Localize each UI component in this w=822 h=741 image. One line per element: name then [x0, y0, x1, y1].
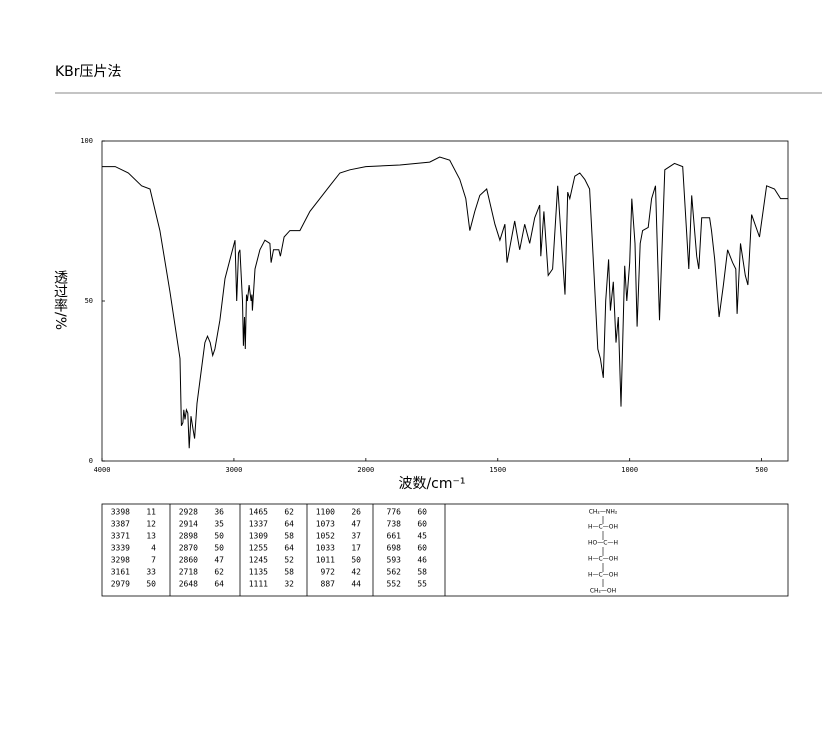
peak-transmittance: 64 — [214, 580, 224, 589]
peak-transmittance: 60 — [417, 520, 427, 529]
peak-wavenumber: 2979 — [111, 580, 130, 589]
peak-transmittance: 55 — [417, 580, 427, 589]
peak-transmittance: 60 — [417, 544, 427, 553]
peak-transmittance: 17 — [351, 544, 361, 553]
peak-wavenumber: 1073 — [316, 520, 335, 529]
y-axis-label: 透过率/% — [52, 270, 68, 330]
structure-line: HO—C—H — [588, 540, 618, 547]
peak-wavenumber: 1052 — [316, 532, 335, 541]
peak-wavenumber: 1465 — [249, 508, 268, 517]
peak-wavenumber: 3161 — [111, 568, 130, 577]
x-tick-label: 4000 — [94, 466, 111, 474]
peak-transmittance: 7 — [151, 556, 156, 565]
peak-wavenumber: 3398 — [111, 508, 130, 517]
peak-wavenumber: 562 — [387, 568, 402, 577]
structure-line: CH₂—NH₂ — [589, 509, 618, 516]
x-tick-label: 500 — [755, 466, 768, 474]
x-tick-label: 1500 — [489, 466, 506, 474]
peak-transmittance: 58 — [284, 568, 294, 577]
x-axis-label: 波数/cm⁻¹ — [398, 476, 465, 492]
y-tick-label: 0 — [89, 457, 93, 465]
peak-wavenumber: 1309 — [249, 532, 268, 541]
y-tick-label: 100 — [80, 137, 93, 145]
structure-line: CH₂—OH — [590, 588, 616, 595]
peak-wavenumber: 3371 — [111, 532, 130, 541]
peak-wavenumber: 2648 — [179, 580, 198, 589]
peak-wavenumber: 776 — [387, 508, 402, 517]
peak-wavenumber: 552 — [387, 580, 402, 589]
peak-transmittance: 50 — [146, 580, 156, 589]
peak-transmittance: 36 — [214, 508, 224, 517]
structure-line: H—C—OH — [588, 524, 618, 531]
peak-transmittance: 47 — [214, 556, 224, 565]
peak-transmittance: 32 — [284, 580, 294, 589]
peak-transmittance: 58 — [284, 532, 294, 541]
peak-wavenumber: 2718 — [179, 568, 198, 577]
peak-transmittance: 37 — [351, 532, 361, 541]
plot-frame — [101, 140, 789, 462]
peak-transmittance: 50 — [214, 544, 224, 553]
peak-wavenumber: 972 — [321, 568, 336, 577]
peak-wavenumber: 3298 — [111, 556, 130, 565]
peak-wavenumber: 2928 — [179, 508, 198, 517]
peak-transmittance: 64 — [284, 520, 294, 529]
peak-transmittance: 58 — [417, 568, 427, 577]
peak-transmittance: 4 — [151, 544, 156, 553]
peak-wavenumber: 2870 — [179, 544, 198, 553]
peak-transmittance: 13 — [146, 532, 156, 541]
peak-wavenumber: 1135 — [249, 568, 268, 577]
peak-transmittance: 46 — [417, 556, 427, 565]
peak-transmittance: 12 — [146, 520, 156, 529]
peak-transmittance: 45 — [417, 532, 427, 541]
peak-wavenumber: 2898 — [179, 532, 198, 541]
table-dividers — [169, 504, 446, 596]
structure-line: H—C—OH — [588, 572, 618, 579]
peak-transmittance: 44 — [351, 580, 361, 589]
peak-transmittance: 60 — [417, 508, 427, 517]
peak-wavenumber: 1111 — [249, 580, 268, 589]
x-tick-label: 1000 — [621, 466, 638, 474]
peak-transmittance: 62 — [214, 568, 224, 577]
peak-wavenumber: 1255 — [249, 544, 268, 553]
peak-transmittance: 64 — [284, 544, 294, 553]
peak-wavenumber: 1337 — [249, 520, 268, 529]
peak-wavenumber: 2860 — [179, 556, 198, 565]
peak-transmittance: 52 — [284, 556, 294, 565]
peak-transmittance: 11 — [146, 508, 156, 517]
peak-transmittance: 35 — [214, 520, 224, 529]
peak-wavenumber: 1033 — [316, 544, 335, 553]
peak-wavenumber: 3387 — [111, 520, 130, 529]
peak-wavenumber: 738 — [387, 520, 402, 529]
structure-line: H—C—OH — [588, 556, 618, 563]
y-tick-label: 50 — [85, 297, 93, 305]
peak-transmittance: 33 — [146, 568, 156, 577]
peak-transmittance: 26 — [351, 508, 361, 517]
peak-wavenumber: 661 — [387, 532, 402, 541]
x-tick-label: 3000 — [225, 466, 242, 474]
peak-wavenumber: 2914 — [179, 520, 198, 529]
header: KBr压片法 — [55, 64, 122, 80]
peak-wavenumber: 1245 — [249, 556, 268, 565]
peak-transmittance: 62 — [284, 508, 294, 517]
peak-wavenumber: 3339 — [111, 544, 130, 553]
peak-transmittance: 50 — [214, 532, 224, 541]
x-tick-label: 2000 — [357, 466, 374, 474]
peak-wavenumber: 593 — [387, 556, 402, 565]
peak-wavenumber: 698 — [387, 544, 402, 553]
peak-transmittance: 50 — [351, 556, 361, 565]
peak-wavenumber: 887 — [321, 580, 336, 589]
spectrum-line — [102, 156, 788, 449]
peak-wavenumber: 1011 — [316, 556, 335, 565]
peak-transmittance: 47 — [351, 520, 361, 529]
peak-transmittance: 42 — [351, 568, 361, 577]
peak-wavenumber: 1100 — [316, 508, 335, 517]
